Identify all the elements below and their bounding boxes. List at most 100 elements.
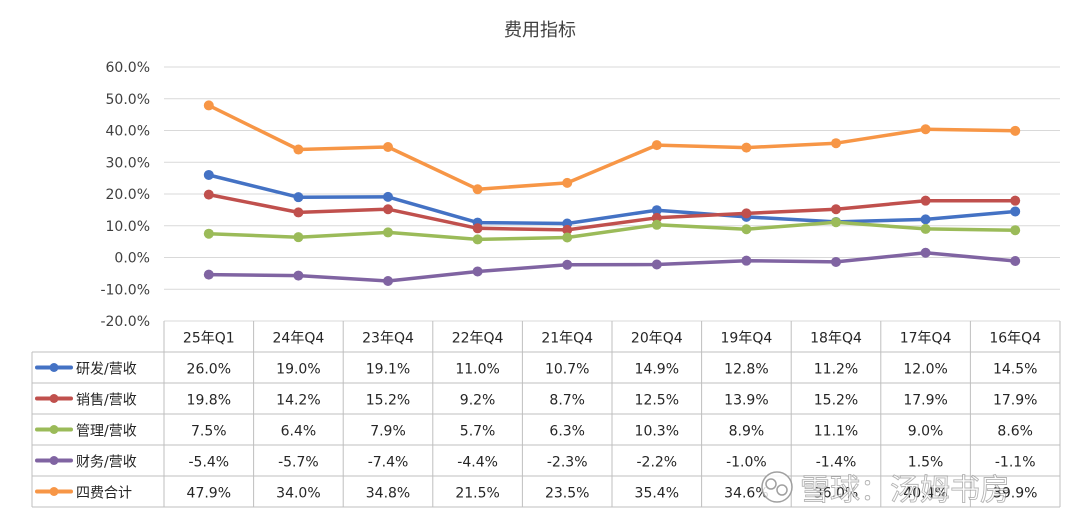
- data-label: 47.9%: [187, 486, 231, 502]
- data-label: 13.9%: [724, 393, 768, 409]
- data-point: [1010, 125, 1021, 136]
- series-line: [207, 192, 1017, 232]
- data-point: [741, 255, 752, 266]
- y-tick-label: 60.0%: [106, 60, 150, 76]
- data-point: [203, 269, 214, 280]
- y-tick-label: -10.0%: [100, 282, 150, 298]
- data-point: [203, 228, 214, 239]
- data-label: 19.0%: [276, 362, 320, 378]
- series-name: 财务/营收: [76, 455, 137, 471]
- data-point: [293, 270, 304, 281]
- data-label: 5.7%: [460, 424, 496, 440]
- data-label: 40.4%: [903, 486, 947, 502]
- series-name: 管理/营收: [76, 424, 137, 440]
- data-label: 15.2%: [814, 393, 858, 409]
- data-label: 15.2%: [366, 393, 410, 409]
- data-label: 14.5%: [993, 362, 1037, 378]
- data-point: [831, 256, 841, 267]
- data-label: 23.5%: [545, 486, 589, 502]
- data-label: 8.6%: [997, 424, 1033, 440]
- data-point: [920, 214, 931, 225]
- data-label: 12.0%: [903, 362, 947, 378]
- data-point: [651, 212, 662, 223]
- data-label: 11.2%: [814, 362, 858, 378]
- data-point: [472, 223, 483, 234]
- series-line: [207, 220, 1017, 242]
- y-tick-label: 40.0%: [106, 124, 150, 140]
- data-label: 36.0%: [814, 486, 858, 502]
- data-label: 14.2%: [276, 393, 320, 409]
- data-point: [293, 232, 304, 243]
- series-name: 研发/营收: [76, 362, 137, 378]
- data-label: -1.1%: [995, 455, 1036, 471]
- data-point: [1010, 195, 1021, 206]
- data-point: [1010, 225, 1021, 236]
- data-point: [383, 204, 393, 215]
- watermark: 雪球：汤姆书房: [761, 471, 1010, 508]
- data-point: [920, 195, 931, 206]
- data-point: [203, 189, 214, 200]
- data-label: -5.7%: [278, 455, 319, 471]
- y-tick-label: -20.0%: [100, 314, 150, 330]
- data-label: 21.5%: [455, 486, 499, 502]
- data-label: 8.7%: [549, 393, 585, 409]
- data-point: [203, 100, 214, 111]
- category-label: 19年Q4: [721, 331, 773, 347]
- data-label: 9.0%: [908, 424, 944, 440]
- category-label: 23年Q4: [362, 331, 414, 347]
- data-point: [920, 124, 931, 135]
- data-label: -2.2%: [636, 455, 677, 471]
- data-point: [383, 191, 393, 202]
- legend-key-marker: [49, 456, 59, 465]
- data-point: [741, 224, 752, 235]
- category-label: 17年Q4: [900, 331, 952, 347]
- data-point: [383, 275, 393, 286]
- data-point: [920, 223, 931, 234]
- data-label: -4.4%: [457, 455, 498, 471]
- data-label: 17.9%: [903, 393, 947, 409]
- category-label: 21年Q4: [541, 331, 593, 347]
- data-label: -1.0%: [726, 455, 767, 471]
- y-tick-label: 20.0%: [106, 187, 150, 203]
- series-name: 销售/营收: [76, 393, 137, 409]
- data-point: [562, 232, 573, 243]
- data-point: [741, 208, 752, 219]
- data-label: 26.0%: [187, 362, 231, 378]
- data-label: 34.8%: [366, 486, 410, 502]
- data-point: [562, 177, 573, 188]
- category-label: 18年Q4: [810, 331, 862, 347]
- data-point: [293, 207, 304, 218]
- data-point: [831, 217, 841, 228]
- data-point: [383, 142, 393, 153]
- data-point: [472, 234, 483, 245]
- legend-key-marker: [49, 394, 59, 403]
- category-label: 25年Q1: [183, 331, 235, 347]
- data-point: [203, 169, 214, 180]
- series-line: [207, 250, 1017, 283]
- category-label: 24年Q4: [273, 331, 325, 347]
- data-point: [293, 192, 304, 203]
- series-name: 四费合计: [76, 486, 132, 502]
- data-label: 10.7%: [545, 362, 589, 378]
- data-point: [831, 138, 841, 149]
- data-point: [831, 204, 841, 215]
- watermark-text: 雪球：汤姆书房: [800, 473, 1010, 508]
- data-point: [651, 205, 662, 216]
- data-label: 10.3%: [635, 424, 679, 440]
- data-label: 11.1%: [814, 424, 858, 440]
- legend-key-marker: [49, 425, 59, 434]
- data-label: 17.9%: [993, 393, 1037, 409]
- data-point: [651, 219, 662, 230]
- data-label: 7.9%: [370, 424, 406, 440]
- data-point: [562, 224, 573, 235]
- data-label: 34.6%: [724, 486, 768, 502]
- data-label: 7.5%: [191, 424, 227, 440]
- data-label: -7.4%: [368, 455, 409, 471]
- legend-key-marker: [49, 487, 59, 496]
- series-line: [207, 103, 1017, 191]
- legend-key-marker: [49, 363, 59, 372]
- category-label: 20年Q4: [631, 331, 683, 347]
- data-label: 12.8%: [724, 362, 768, 378]
- series-lines: [203, 100, 1021, 286]
